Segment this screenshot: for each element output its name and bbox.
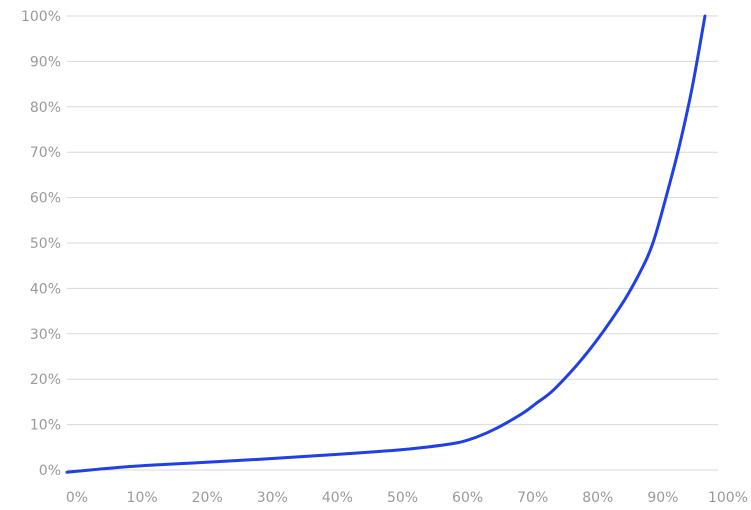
y-tick-label: 10% bbox=[30, 418, 61, 434]
x-tick-label: 30% bbox=[257, 490, 288, 506]
x-tick-label: 90% bbox=[647, 490, 678, 506]
x-tick-label: 60% bbox=[452, 490, 483, 506]
y-tick-label: 0% bbox=[39, 463, 61, 479]
x-tick-label: 80% bbox=[582, 490, 613, 506]
series-line-0 bbox=[65, 14, 707, 474]
y-tick-label: 90% bbox=[30, 54, 61, 70]
y-tick-label: 60% bbox=[30, 191, 61, 207]
x-axis-tick-labels: 0% 10% 20% 30% 40% 50% 60% 70% 80% 90% 100% bbox=[66, 490, 748, 506]
x-tick-label: 70% bbox=[517, 490, 548, 506]
y-tick-label: 20% bbox=[30, 372, 61, 388]
y-tick-label: 30% bbox=[30, 327, 61, 343]
y-tick-label: 100% bbox=[21, 9, 61, 25]
x-tick-label: 100% bbox=[708, 490, 748, 506]
x-tick-label: 40% bbox=[322, 490, 353, 506]
x-tick-label: 50% bbox=[387, 490, 418, 506]
x-tick-label: 0% bbox=[66, 490, 88, 506]
y-tick-label: 70% bbox=[30, 145, 61, 161]
x-tick-label: 10% bbox=[127, 490, 158, 506]
y-axis-tick-labels: 0% 10% 20% 30% 40% 50% 60% 70% 80% 90% 100% bbox=[21, 9, 61, 479]
y-tick-label: 40% bbox=[30, 281, 61, 297]
y-tick-label: 80% bbox=[30, 100, 61, 116]
gridlines bbox=[67, 15, 718, 471]
x-tick-label: 20% bbox=[192, 490, 223, 506]
series-layer bbox=[65, 14, 707, 474]
y-tick-label: 50% bbox=[30, 236, 61, 252]
